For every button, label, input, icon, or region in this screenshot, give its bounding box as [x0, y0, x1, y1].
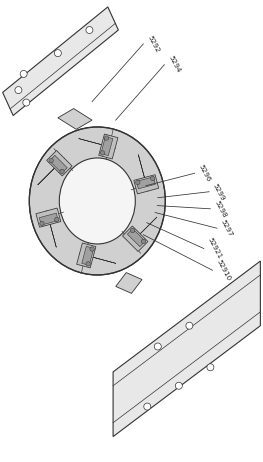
Text: 5297: 5297 [220, 219, 234, 238]
Polygon shape [47, 151, 72, 176]
Polygon shape [3, 7, 118, 116]
Circle shape [15, 86, 22, 94]
Polygon shape [58, 109, 92, 129]
Circle shape [130, 228, 135, 233]
Circle shape [154, 343, 161, 350]
Circle shape [104, 136, 109, 140]
Polygon shape [116, 273, 142, 293]
Polygon shape [82, 246, 94, 265]
Polygon shape [39, 213, 58, 225]
Circle shape [90, 247, 94, 251]
Circle shape [86, 26, 93, 34]
Polygon shape [123, 226, 148, 251]
Circle shape [207, 364, 214, 371]
Text: 5296: 5296 [198, 164, 212, 183]
Polygon shape [136, 177, 155, 189]
Polygon shape [130, 217, 157, 244]
Circle shape [144, 403, 151, 410]
Ellipse shape [59, 158, 135, 244]
Polygon shape [49, 155, 67, 173]
Circle shape [60, 169, 64, 174]
Circle shape [20, 70, 27, 78]
Polygon shape [99, 134, 118, 159]
Text: 5298: 5298 [213, 199, 227, 219]
Circle shape [150, 176, 155, 181]
Text: 5294: 5294 [167, 55, 181, 74]
Circle shape [49, 158, 53, 163]
Polygon shape [79, 254, 116, 263]
Polygon shape [47, 211, 56, 247]
Polygon shape [138, 155, 148, 191]
Text: 5292: 5292 [146, 34, 160, 54]
Polygon shape [36, 208, 61, 227]
Circle shape [136, 180, 140, 185]
Polygon shape [79, 139, 115, 148]
Circle shape [175, 382, 182, 389]
Circle shape [86, 261, 90, 266]
Circle shape [186, 322, 193, 329]
Polygon shape [101, 137, 113, 156]
Polygon shape [38, 158, 65, 185]
Circle shape [54, 49, 61, 57]
Text: 52921: 52921 [207, 237, 223, 260]
Circle shape [23, 99, 30, 106]
Circle shape [100, 151, 105, 155]
Text: 52910: 52910 [215, 259, 232, 282]
Polygon shape [134, 175, 159, 194]
Text: 5299: 5299 [212, 182, 226, 201]
Circle shape [40, 221, 44, 225]
Polygon shape [127, 229, 145, 247]
Circle shape [55, 217, 59, 222]
Circle shape [141, 239, 146, 243]
Ellipse shape [29, 127, 165, 275]
Polygon shape [113, 261, 260, 437]
Polygon shape [77, 243, 96, 268]
